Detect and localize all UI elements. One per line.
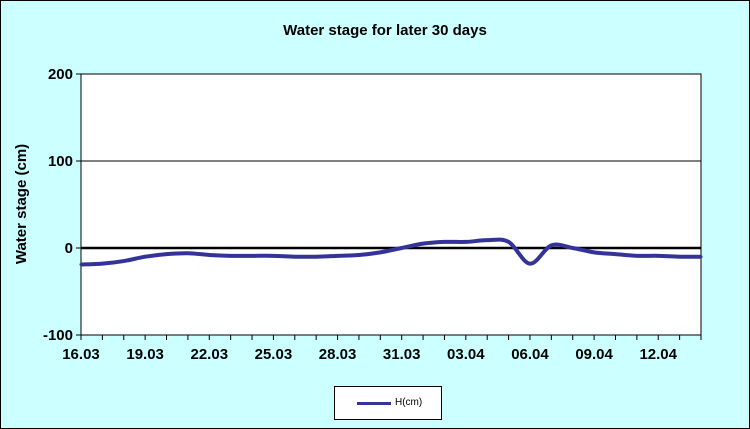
data-point [442, 240, 446, 244]
data-point [336, 254, 340, 258]
chart-title: Water stage for later 30 days [283, 22, 487, 39]
legend: H(cm) [334, 386, 442, 420]
data-point [549, 243, 553, 247]
data-point [293, 255, 297, 259]
data-point [507, 240, 511, 244]
y-tick-label: -100 [43, 327, 73, 344]
x-tick-label: 12.04 [639, 346, 677, 363]
data-point [100, 262, 104, 266]
y-tick-label: 0 [65, 240, 73, 257]
data-point [165, 252, 169, 256]
data-point [186, 251, 190, 255]
data-point [79, 263, 83, 267]
data-point [421, 242, 425, 246]
data-point [635, 254, 639, 258]
data-point [464, 240, 468, 244]
x-tick-label: 19.03 [126, 346, 164, 363]
legend-label-h: H(cm) [395, 397, 423, 408]
data-point [528, 262, 532, 266]
data-point [122, 259, 126, 263]
data-point [613, 252, 617, 256]
data-point [314, 255, 318, 259]
data-point [229, 254, 233, 258]
data-point [207, 253, 211, 257]
x-tick-label: 25.03 [255, 346, 293, 363]
series-line-0 [80, 237, 702, 267]
data-point [400, 246, 404, 250]
x-tick-label: 31.03 [383, 346, 421, 363]
x-tick-label: 09.04 [575, 346, 613, 363]
data-point [250, 254, 254, 258]
data-point [678, 255, 682, 259]
y-axis-title: Water stage (cm) [13, 144, 30, 264]
y-tick-label: 200 [48, 66, 73, 83]
y-tick-label: 100 [48, 153, 73, 170]
data-point [143, 255, 147, 259]
x-tick-label: 06.04 [511, 346, 549, 363]
x-tick-label: 16.03 [62, 346, 100, 363]
x-tick-label: 03.04 [447, 346, 485, 363]
data-point [378, 250, 382, 254]
data-point [571, 246, 575, 250]
data-point [357, 253, 361, 257]
data-point [271, 254, 275, 258]
legend-swatch-h [357, 402, 391, 405]
plot-area [80, 73, 702, 336]
data-point [699, 255, 703, 259]
data-point [485, 238, 489, 242]
x-tick-label: 28.03 [319, 346, 357, 363]
x-tick-label: 22.03 [191, 346, 229, 363]
data-point [656, 254, 660, 258]
data-point [592, 250, 596, 254]
